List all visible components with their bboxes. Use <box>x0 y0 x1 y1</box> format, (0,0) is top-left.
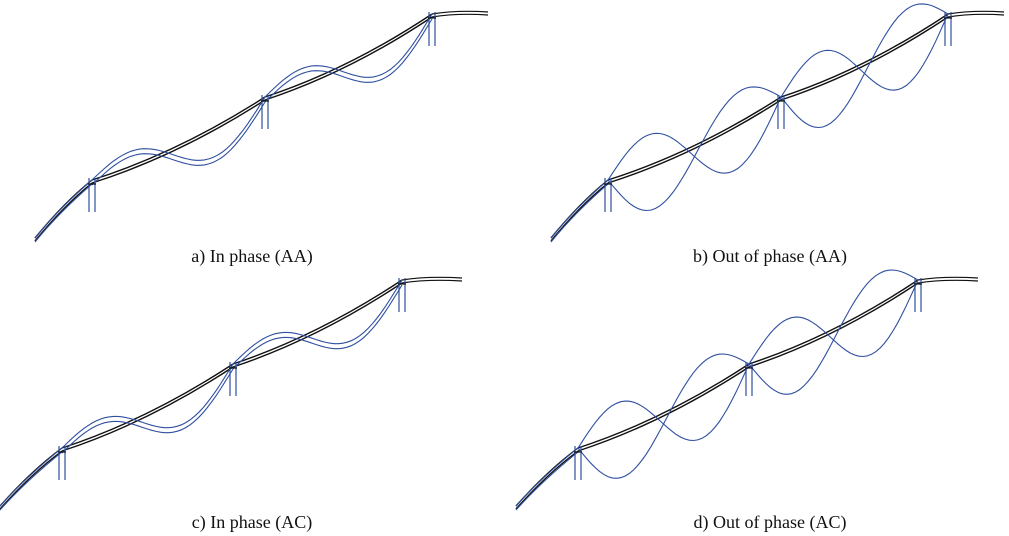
panel-c-caption: c) In phase (AC) <box>191 512 313 532</box>
deck-line <box>34 182 93 242</box>
towers <box>604 12 952 212</box>
mode-shape-curve <box>264 13 433 98</box>
panel-b-caption: b) Out of phase (AA) <box>693 246 847 266</box>
mode-shape-curve <box>780 3 949 129</box>
mode-shape-curve <box>61 363 234 449</box>
mode-shape-curve <box>577 353 750 479</box>
approach-line <box>0 447 63 507</box>
mode-shape-lines <box>515 269 919 511</box>
deck-line <box>91 99 266 184</box>
approach-line <box>550 183 609 243</box>
deck-tail-line <box>431 13 489 18</box>
mode-shape-curve <box>607 86 782 212</box>
deck-line <box>577 363 750 449</box>
approach-line <box>515 451 579 511</box>
mode-shape-lines <box>0 279 403 511</box>
deck-line <box>61 363 234 449</box>
approach-line <box>515 447 579 507</box>
mode-shape-curve <box>748 279 919 365</box>
deck-line <box>577 366 750 452</box>
deck-line <box>748 282 919 368</box>
panel-d-bridge-diagram <box>515 269 979 511</box>
approach-line <box>0 451 63 511</box>
panel-b-bridge-diagram <box>550 3 1005 243</box>
deck-tail-line <box>917 276 979 281</box>
towers <box>574 278 922 480</box>
deck-tail-line <box>917 279 979 284</box>
deck-lines <box>34 10 489 242</box>
mode-shape-curve <box>232 279 403 365</box>
deck-line <box>61 366 234 452</box>
approach-line <box>550 179 609 239</box>
towers <box>58 278 406 480</box>
mode-shape-curve <box>91 101 266 186</box>
mode-shape-curve <box>232 284 403 370</box>
mode-shape-curve <box>61 368 234 454</box>
mode-shape-curve <box>91 96 266 181</box>
panel-a-caption: a) In phase (AA) <box>191 246 313 266</box>
deck-line <box>232 282 403 368</box>
deck-line <box>748 279 919 365</box>
deck-line <box>515 450 579 510</box>
deck-line <box>607 99 782 184</box>
mode-shape-curve <box>607 96 782 181</box>
deck-line <box>264 13 433 98</box>
deck-line <box>607 96 782 181</box>
deck-line <box>550 182 609 242</box>
mode-shape-curve <box>264 18 433 103</box>
towers <box>88 12 436 212</box>
mode-shape-lines <box>34 13 433 243</box>
approach-line <box>34 183 93 243</box>
deck-tail-line <box>947 13 1005 18</box>
deck-tail-line <box>947 10 1005 15</box>
mode-shape-curve <box>577 363 750 449</box>
deck-line <box>780 13 949 98</box>
deck-line <box>0 450 63 510</box>
mode-shape-curve <box>748 269 919 395</box>
deck-lines <box>0 276 463 510</box>
deck-line <box>264 16 433 101</box>
deck-tail-line <box>431 10 489 15</box>
panel-a-bridge-diagram <box>34 10 489 243</box>
panel-d-caption: d) Out of phase (AC) <box>693 512 847 532</box>
panel-c-bridge-diagram <box>0 276 463 511</box>
mode-shape-curve <box>780 13 949 98</box>
approach-line <box>34 179 93 239</box>
deck-tail-line <box>401 276 463 281</box>
deck-lines <box>515 276 979 510</box>
mode-shape-lines <box>550 3 949 243</box>
deck-line <box>780 16 949 101</box>
deck-tail-line <box>401 279 463 284</box>
deck-line <box>91 96 266 181</box>
deck-line <box>232 279 403 365</box>
